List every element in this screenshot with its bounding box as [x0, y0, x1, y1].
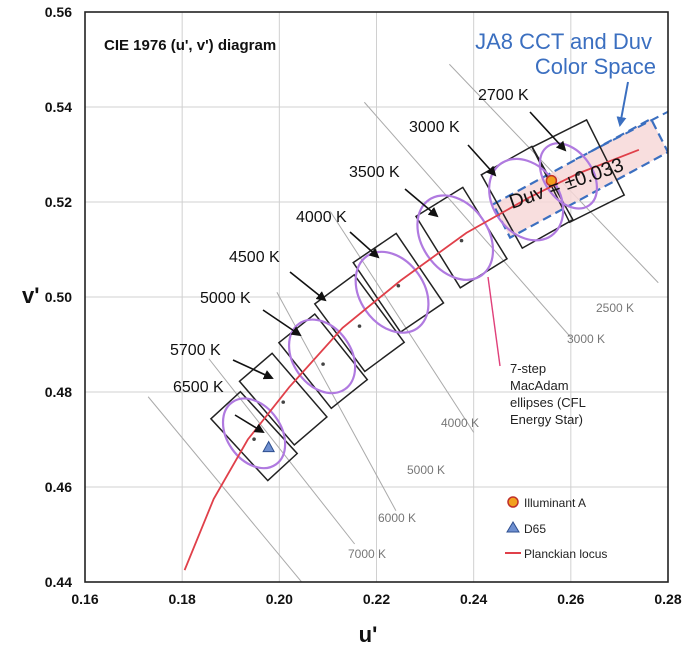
axis-ticks: 0.16 0.18 0.20 0.22 0.24 0.26 0.28 0.44 0.46 0.48…: [45, 4, 682, 607]
x-tick-label: 0.28: [654, 591, 681, 607]
y-tick-label: 0.50: [45, 289, 72, 305]
y-axis-label: v': [22, 283, 39, 308]
macadam-note-line: MacAdam: [510, 378, 569, 393]
cct-label: 3500 K: [349, 164, 400, 181]
macadam-ellipse: [416, 194, 495, 281]
macadam-note-line: Energy Star): [510, 412, 583, 427]
cct-center-dot: [396, 283, 401, 288]
cct-label: 4500 K: [229, 249, 280, 266]
cct-label-arrow: [232, 359, 274, 380]
y-tick-label: 0.44: [45, 574, 72, 590]
cct-quadrangle: [352, 232, 445, 334]
cct-label: 4000 K: [296, 209, 347, 226]
cct-center-dot: [576, 172, 580, 176]
ja8-box-upper-edge: [575, 110, 668, 161]
illuminant-a-point: [545, 174, 558, 187]
plot-area: [147, 63, 668, 582]
x-tick-label: 0.18: [169, 591, 196, 607]
cct-quadrangle: [238, 352, 328, 447]
legend-planckian-locus-label: Planckian locus: [524, 547, 607, 561]
legend-d65-label: D65: [524, 522, 546, 536]
cct-label-arrow: [234, 414, 265, 434]
isotemperature-line: [208, 358, 356, 545]
macadam-ellipse: [221, 397, 287, 470]
macadam-note-line: ellipses (CFL: [510, 395, 586, 410]
x-tick-label: 0.20: [266, 591, 293, 607]
cct-label: 6500 K: [173, 379, 224, 396]
x-tick-label: 0.22: [363, 591, 390, 607]
cct-center-dot: [459, 238, 464, 243]
isotemperature-line: [329, 211, 475, 433]
macadam-ellipse: [287, 318, 357, 395]
cct-label-arrow: [529, 111, 567, 152]
macadam-note-line: 7-step: [510, 361, 546, 376]
cct-label-arrow: [467, 144, 497, 177]
cct-center-dot: [357, 324, 362, 328]
x-tick-label: 0.16: [71, 591, 98, 607]
chart-title: CIE 1976 (u', v') diagram: [104, 37, 276, 54]
cct-center-dot: [252, 437, 256, 441]
y-tick-label: 0.52: [45, 194, 72, 210]
ja8-title-line1: JA8 CCT and Duv: [475, 29, 652, 54]
cct-quadrangle: [414, 186, 509, 289]
isotemperature-label: 3000 K: [567, 332, 605, 346]
macadam-note-pointer: [487, 276, 501, 367]
y-tick-label: 0.56: [45, 4, 72, 20]
legend-illuminant-a-marker: [507, 496, 519, 508]
y-tick-label: 0.46: [45, 479, 72, 495]
cct-center-dot: [281, 400, 286, 404]
x-tick-label: 0.26: [557, 591, 584, 607]
annotation-layer: CIE 1976 (u', v') diagram JA8 CCT and Du…: [22, 29, 656, 647]
isotemperature-label: 7000 K: [348, 547, 386, 561]
cct-label: 3000 K: [409, 119, 460, 136]
cct-quadrangle: [277, 312, 369, 410]
ja8-title-line2: Color Space: [535, 54, 656, 79]
cct-quadrangle: [209, 390, 299, 482]
cct-label-arrow: [289, 271, 327, 302]
isotemperature-label: 4000 K: [441, 416, 479, 430]
ja8-title-arrow: [616, 81, 629, 127]
y-tick-label: 0.48: [45, 384, 72, 400]
macadam-ellipse: [354, 250, 430, 334]
macadam-ellipse: [538, 142, 599, 210]
legend: Illuminant A D65 Planckian locus: [505, 496, 607, 561]
isotemperature-line: [276, 292, 397, 511]
x-axis-label: u': [359, 622, 378, 647]
cct-quadrangle: [313, 273, 406, 373]
isotemperature-label: 6000 K: [378, 511, 416, 525]
cct-center-dot: [525, 198, 529, 203]
x-tick-label: 0.24: [460, 591, 487, 607]
d65-point: [262, 440, 275, 453]
cct-label: 2700 K: [478, 87, 529, 104]
cct-label: 5000 K: [200, 290, 251, 307]
cct-label-arrow: [262, 309, 302, 337]
isotemperature-line: [147, 396, 303, 582]
cct-quadrangle: [480, 145, 574, 250]
legend-d65-marker: [506, 521, 520, 533]
cct-center-dot: [321, 362, 325, 366]
cct-label-arrow: [404, 188, 439, 218]
cct-quadrangle: [531, 118, 626, 224]
isotemperature-label: 5000 K: [407, 463, 445, 477]
isotemperature-line: [363, 101, 572, 338]
isotemperature-label: 2500 K: [596, 301, 634, 315]
cct-label: 5700 K: [170, 342, 221, 359]
cct-label-arrow: [349, 231, 380, 259]
y-tick-label: 0.54: [45, 99, 72, 115]
plot-frame: [84, 11, 669, 583]
legend-illuminant-a-label: Illuminant A: [524, 496, 586, 510]
